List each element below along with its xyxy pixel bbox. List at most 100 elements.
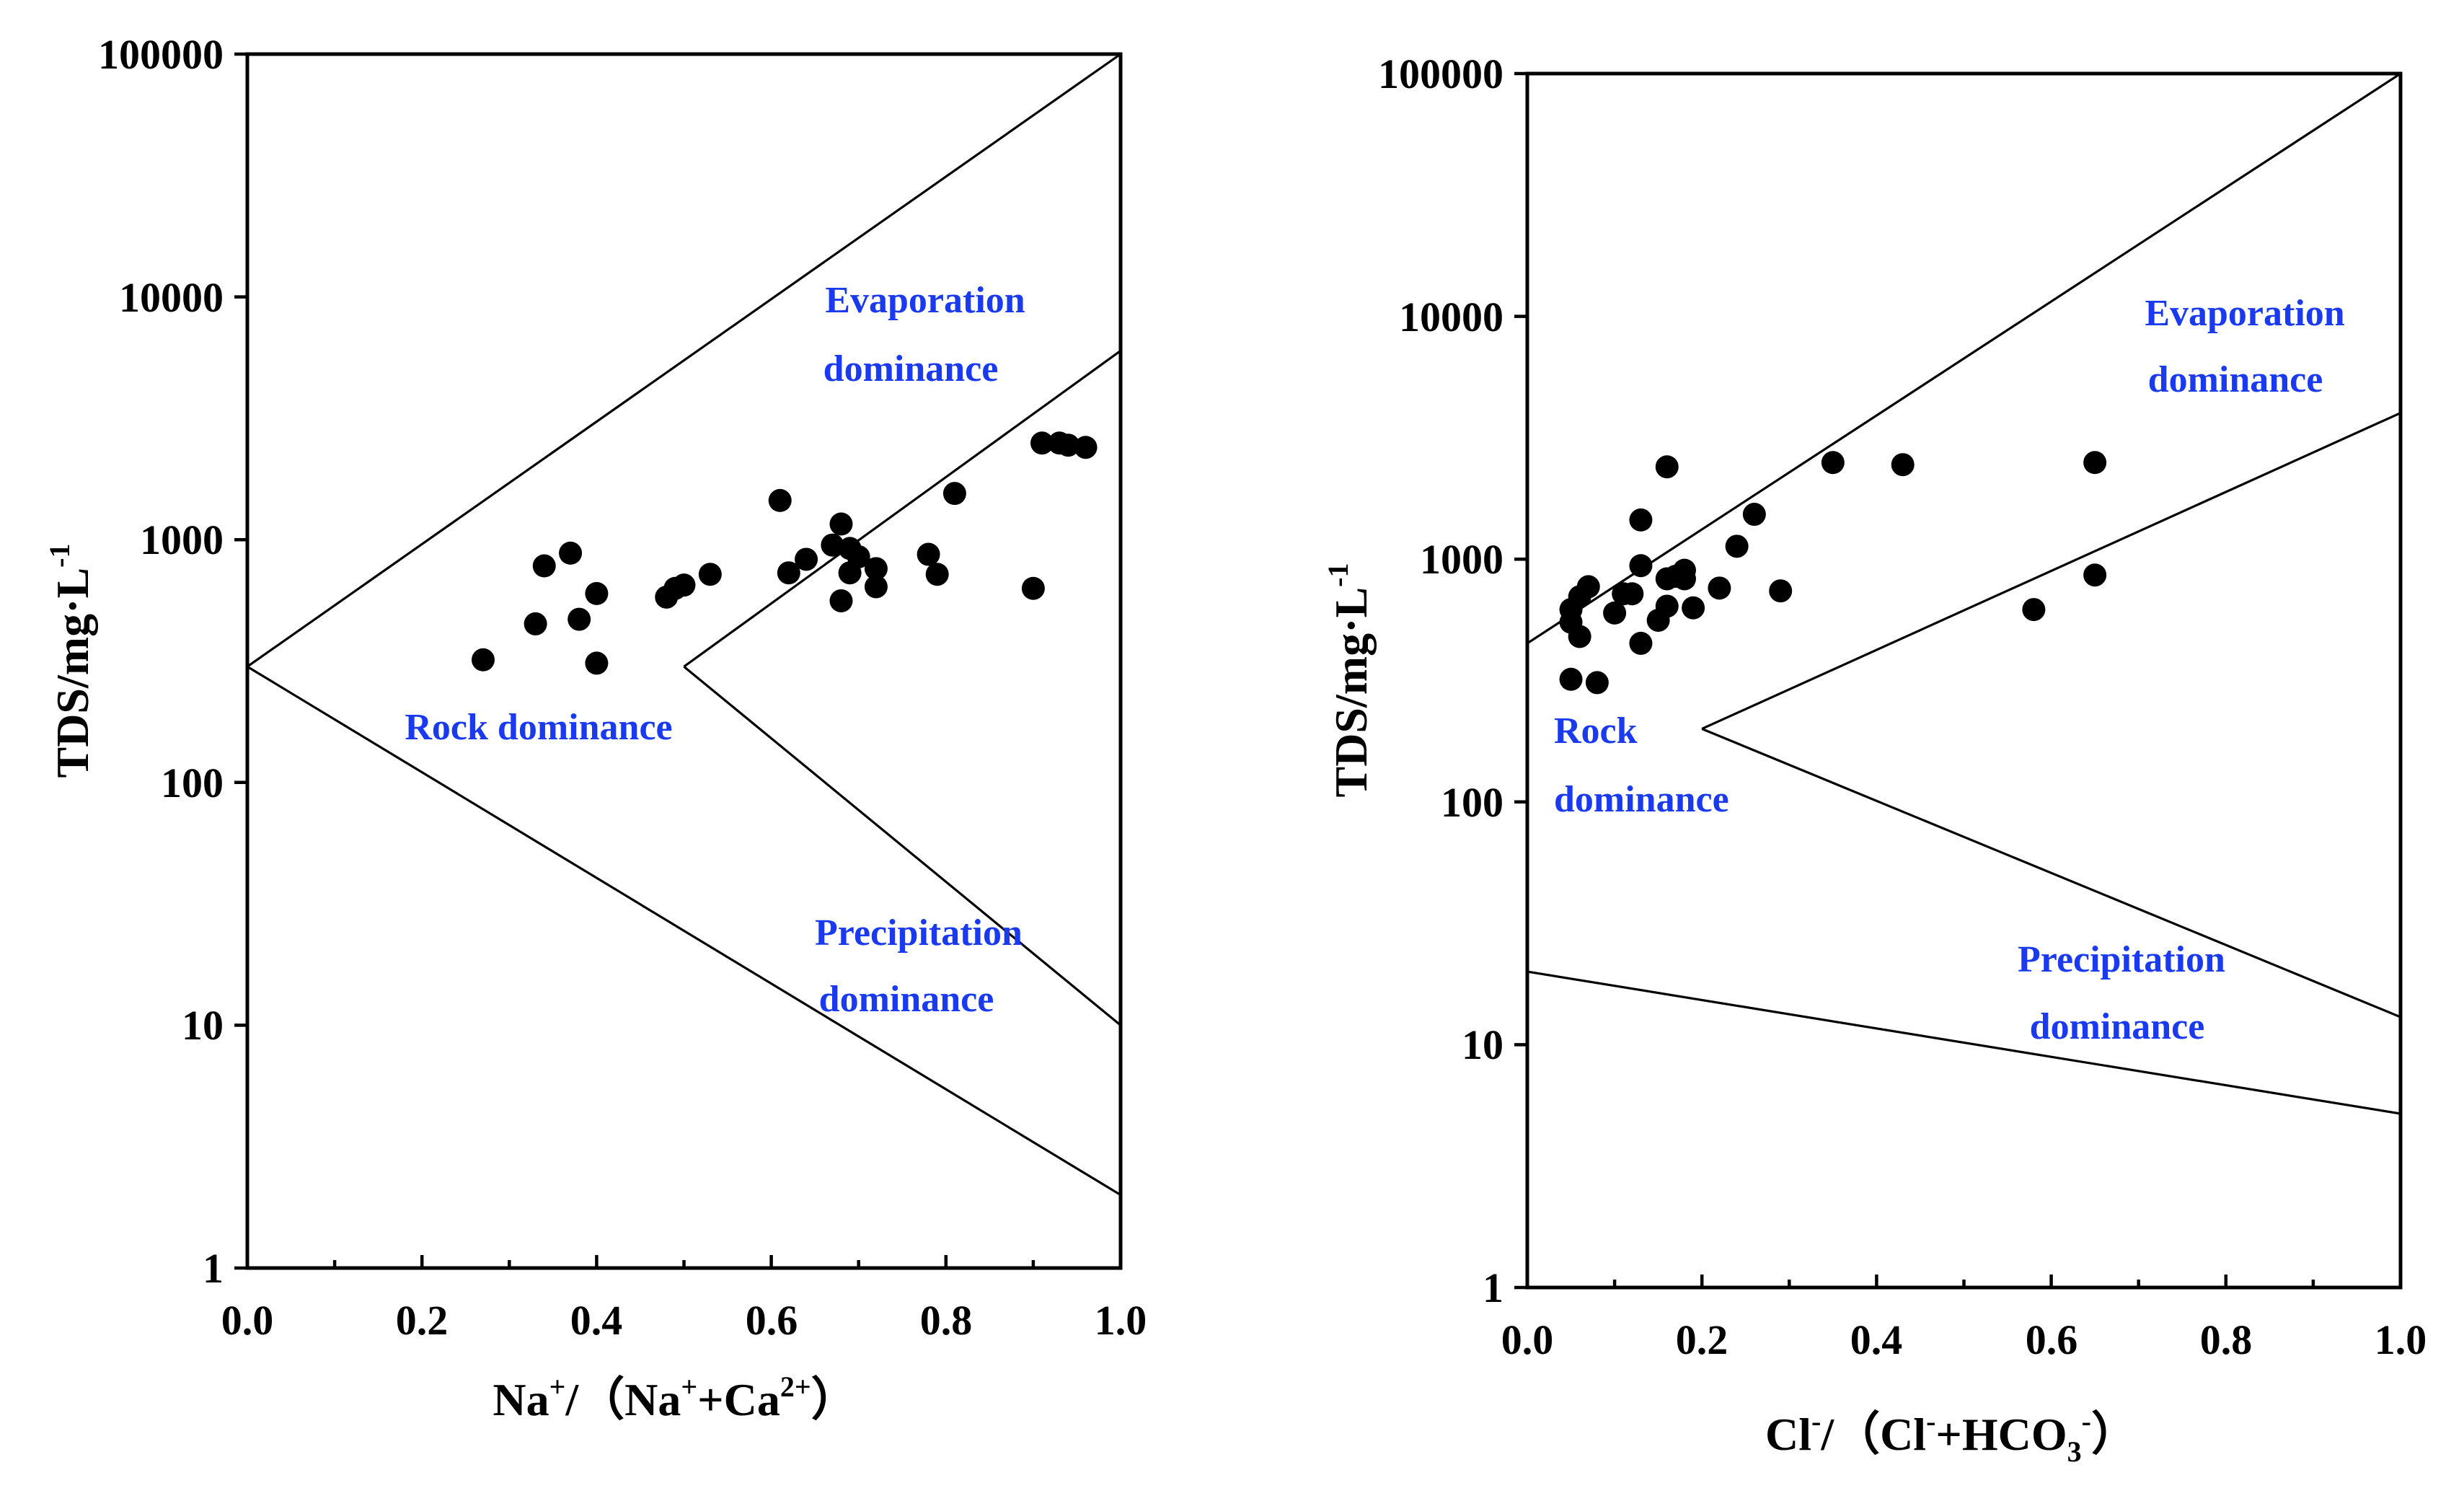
y-tick-label: 100000	[1378, 50, 1503, 97]
data-point	[524, 612, 547, 635]
x-title-sup: -	[2082, 1405, 2091, 1438]
x-tick-label: 0.0	[221, 1297, 274, 1344]
boundary-line	[683, 665, 1122, 1026]
boundary-lines	[247, 53, 1122, 1197]
data-point	[829, 589, 853, 612]
data-point	[917, 542, 940, 566]
data-point	[942, 482, 966, 506]
data-point	[847, 545, 870, 568]
rock-label-line2: dominance	[1554, 779, 1729, 820]
y-tick-label: 1	[203, 1245, 224, 1292]
y-tick-label: 100	[161, 760, 224, 806]
data-point	[1030, 431, 1054, 455]
y-axis-title: TDS/mg·L-1	[1322, 563, 1377, 798]
y-tick-label: 1000	[140, 516, 224, 563]
x-title-part: Na	[493, 1374, 549, 1425]
x-tick-label: 0.2	[1676, 1316, 1728, 1363]
boundary-line	[247, 665, 1121, 1197]
y-axis-title-sup: -1	[1322, 563, 1354, 587]
x-tick-label: 0.6	[746, 1297, 798, 1344]
data-point	[1568, 625, 1591, 648]
y-axis-ticks: 1 10 100 1000 10000 100000	[98, 31, 224, 1292]
y-axis-ticks: 1 10 100 1000 10000 100000	[1378, 50, 1503, 1311]
boundary-line	[1527, 72, 2401, 645]
data-point	[1629, 554, 1653, 578]
x-title-part: +Ca	[697, 1374, 780, 1425]
plot-frame	[1525, 71, 2403, 1290]
y-tick-label: 100	[1441, 779, 1503, 826]
data-point	[1629, 508, 1653, 532]
boundary-line	[1701, 727, 2401, 1018]
x-title-sup: 2+	[780, 1370, 811, 1403]
data-point	[795, 547, 818, 571]
data-point	[585, 581, 609, 605]
y-axis-title-main: TDS/mg·L	[1325, 587, 1377, 798]
x-title-sup: -	[1926, 1405, 1935, 1438]
data-point	[1769, 579, 1793, 603]
y-tick-label: 100000	[98, 31, 224, 78]
evaporation-label-line2: dominance	[823, 348, 999, 389]
x-title-part: Cl	[1765, 1409, 1811, 1460]
y-tick-label: 10	[1462, 1021, 1503, 1068]
chart-na-ratio: 1 10 100 1000 10000 100000 0.0 0.2 0.4 0…	[43, 31, 1147, 1425]
data-point	[864, 557, 888, 581]
data-point	[1725, 534, 1749, 558]
y-axis-title-sup: -1	[43, 544, 76, 568]
y-tick-label: 1000	[1420, 536, 1503, 583]
x-title-part: /（Na	[565, 1374, 681, 1425]
data-point	[1585, 671, 1609, 695]
data-point	[568, 607, 591, 631]
x-tick-label: 0.8	[920, 1297, 973, 1344]
x-tick-label: 0.0	[1501, 1316, 1554, 1363]
y-axis-title-main: TDS/mg·L	[47, 568, 98, 778]
x-title-sup: +	[549, 1370, 566, 1403]
x-title-part: /（Cl	[1820, 1409, 1926, 1460]
data-points	[471, 431, 1098, 675]
tick-marks	[1514, 71, 2403, 1290]
x-title-sup: -	[1811, 1405, 1821, 1438]
data-point	[864, 575, 888, 599]
data-point	[1559, 667, 1583, 691]
data-point	[1021, 576, 1045, 600]
precipitation-label-line1: Precipitation	[815, 912, 1023, 954]
data-point	[829, 512, 853, 536]
y-axis-title: TDS/mg·L-1	[43, 544, 98, 778]
rock-dominance-label: Rock dominance	[405, 707, 672, 748]
data-point	[1821, 451, 1845, 475]
data-point	[2022, 598, 2046, 622]
data-point	[821, 533, 844, 557]
x-tick-label: 0.4	[570, 1297, 623, 1344]
y-tick-label: 10000	[1399, 294, 1503, 340]
data-point	[1074, 436, 1098, 459]
data-point	[1576, 575, 1600, 599]
data-point	[471, 648, 495, 672]
x-tick-label: 1.0	[2375, 1316, 2427, 1363]
x-title-part: ）	[811, 1374, 857, 1425]
data-point	[925, 563, 949, 586]
x-axis-ticks: 0.0 0.2 0.4 0.6 0.8 1.0	[1501, 1316, 2427, 1363]
evaporation-label-line1: Evaporation	[2145, 293, 2344, 334]
data-point	[532, 554, 556, 578]
x-axis-ticks: 0.0 0.2 0.4 0.6 0.8 1.0	[221, 1297, 1147, 1344]
x-tick-label: 0.2	[396, 1297, 449, 1344]
data-points	[1559, 451, 2107, 695]
tick-marks	[234, 52, 1123, 1270]
data-point	[1891, 453, 1915, 477]
data-point	[1682, 596, 1705, 620]
data-point	[672, 573, 696, 597]
x-title-sup: +	[681, 1370, 697, 1403]
boundary-line	[247, 53, 1121, 668]
x-tick-label: 1.0	[1095, 1297, 1147, 1344]
y-tick-label: 10	[182, 1002, 224, 1049]
data-point	[768, 488, 792, 512]
y-tick-label: 10000	[119, 274, 224, 321]
data-point	[698, 563, 722, 586]
x-title-part: ）	[2091, 1409, 2137, 1460]
chart-cl-ratio: 1 10 100 1000 10000 100000 0.0 0.2 0.4 0…	[1322, 50, 2427, 1468]
data-point	[1655, 455, 1679, 479]
x-title-sub: 3	[2067, 1435, 2082, 1468]
data-point	[585, 651, 609, 675]
data-point	[777, 561, 800, 585]
evaporation-label-line1: Evaporation	[825, 280, 1025, 321]
